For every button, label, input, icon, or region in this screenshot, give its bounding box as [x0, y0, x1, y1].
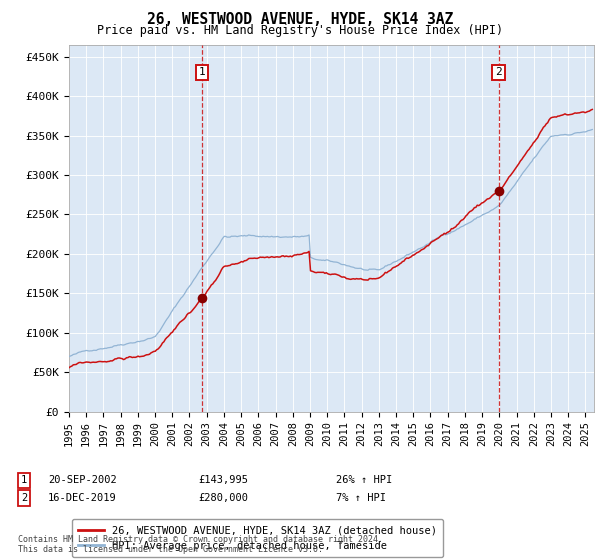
Text: Price paid vs. HM Land Registry's House Price Index (HPI): Price paid vs. HM Land Registry's House …	[97, 24, 503, 37]
Text: £280,000: £280,000	[198, 493, 248, 503]
Text: 7% ↑ HPI: 7% ↑ HPI	[336, 493, 386, 503]
Text: Contains HM Land Registry data © Crown copyright and database right 2024.
This d: Contains HM Land Registry data © Crown c…	[18, 535, 383, 554]
Text: £143,995: £143,995	[198, 475, 248, 486]
Text: 26% ↑ HPI: 26% ↑ HPI	[336, 475, 392, 486]
Text: 20-SEP-2002: 20-SEP-2002	[48, 475, 117, 486]
Text: 1: 1	[199, 67, 205, 77]
Text: 16-DEC-2019: 16-DEC-2019	[48, 493, 117, 503]
Text: 1: 1	[21, 475, 27, 486]
Text: 26, WESTWOOD AVENUE, HYDE, SK14 3AZ: 26, WESTWOOD AVENUE, HYDE, SK14 3AZ	[147, 12, 453, 27]
Text: 2: 2	[495, 67, 502, 77]
Text: 2: 2	[21, 493, 27, 503]
Legend: 26, WESTWOOD AVENUE, HYDE, SK14 3AZ (detached house), HPI: Average price, detach: 26, WESTWOOD AVENUE, HYDE, SK14 3AZ (det…	[71, 519, 443, 557]
